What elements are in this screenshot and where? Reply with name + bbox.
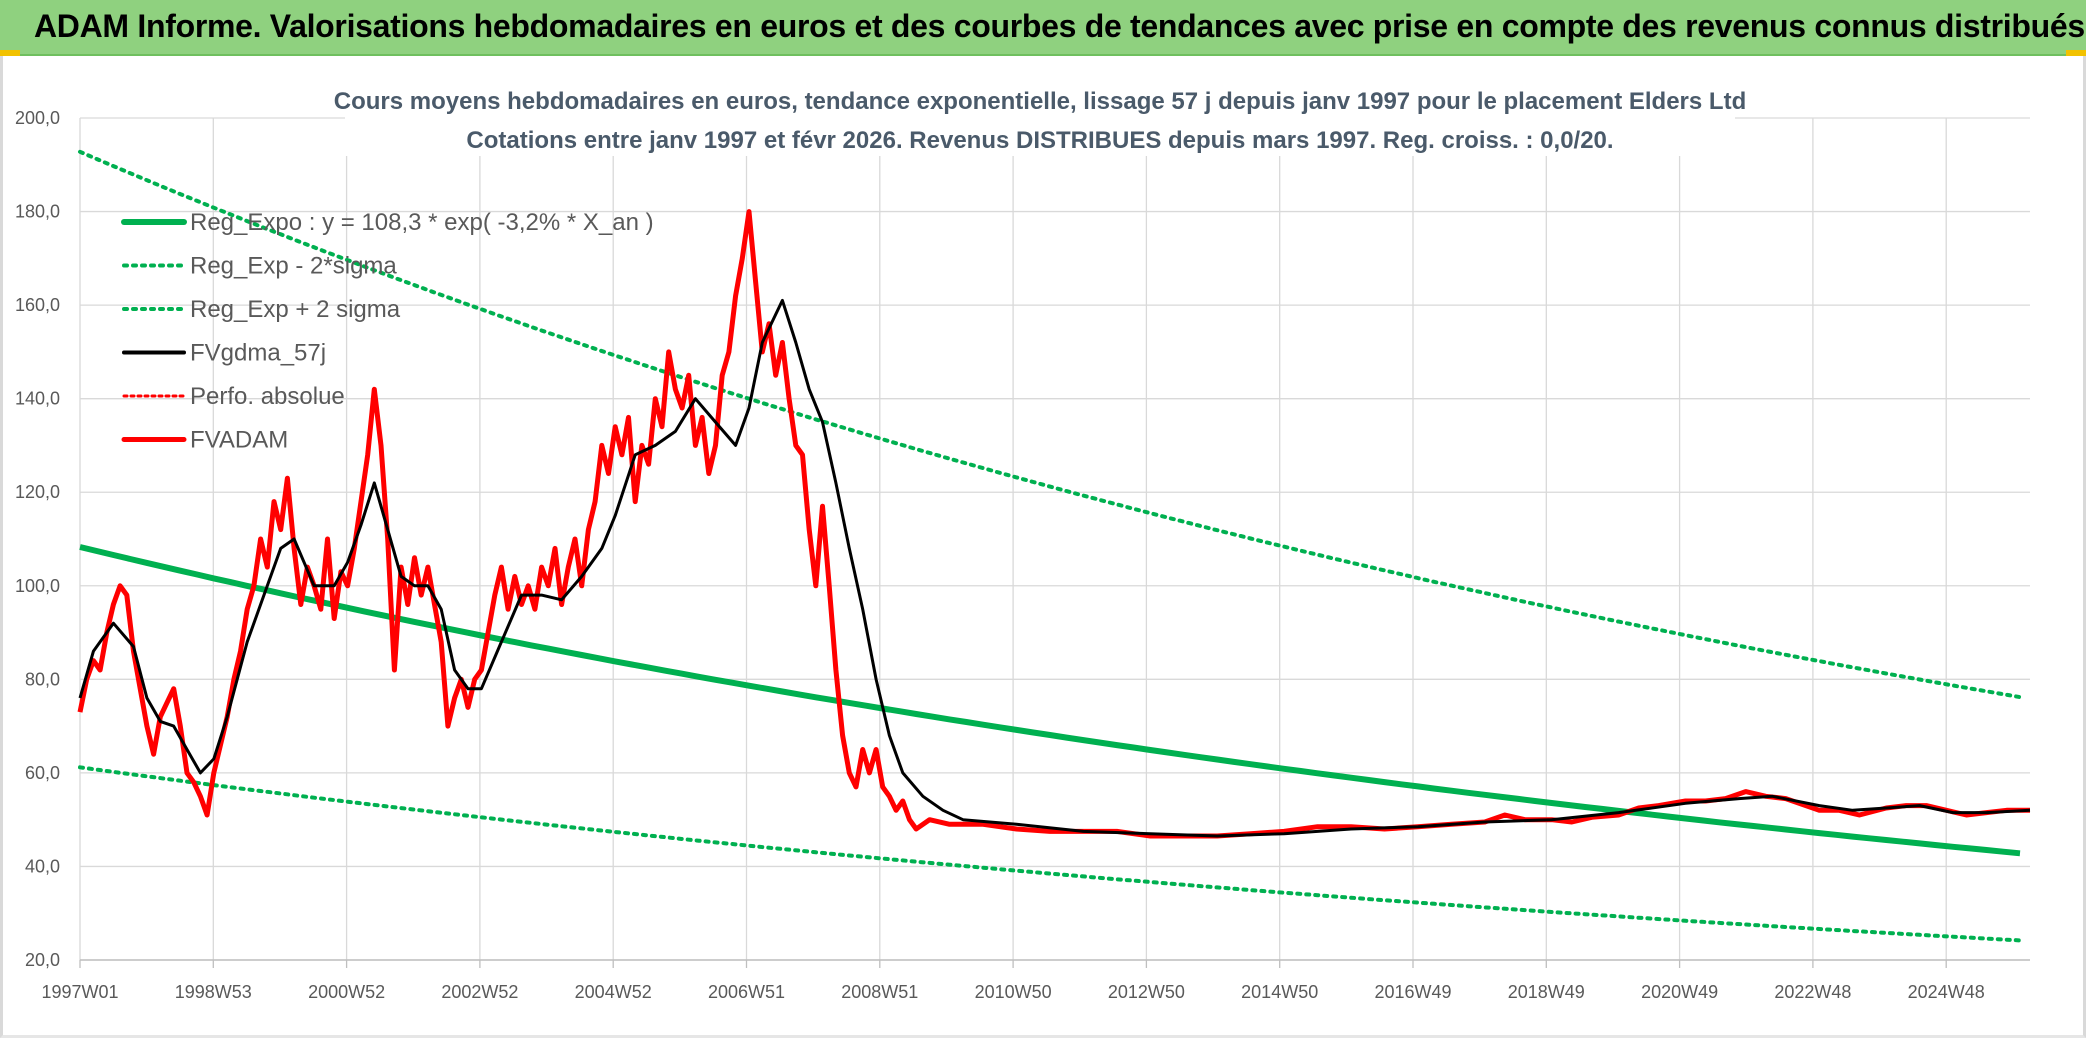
y-tick-label: 120,0 <box>15 482 60 502</box>
y-tick-label: 100,0 <box>15 576 60 596</box>
x-axis-ticks: 1997W01 1998W53 2000W52 2002W52 2004W52 2006W… <box>41 982 1984 1002</box>
series-reg-exp-minus-2-sigma <box>78 765 2022 943</box>
y-tick-label: 40,0 <box>25 856 60 876</box>
legend-entry-label: Reg_Exp + 2 sigma <box>190 296 401 323</box>
chart-frame <box>0 56 2086 1038</box>
x-tick-label: 2004W52 <box>575 982 652 1002</box>
x-tick-label: 2006W51 <box>708 982 785 1002</box>
x-tick-label: 2014W50 <box>1241 982 1318 1002</box>
x-tick-label: 2000W52 <box>308 982 385 1002</box>
report-banner: ADAM Informe. Valorisations hebdomadaire… <box>0 0 2086 56</box>
y-tick-label: 20,0 <box>25 950 60 970</box>
corner-marker-left <box>0 50 20 56</box>
corner-marker-right <box>2066 50 2086 56</box>
legend-entry-label: Perfo. absolue <box>190 383 345 410</box>
series-fvgdma-57j <box>78 298 2031 838</box>
x-tick-label: 2012W50 <box>1108 982 1185 1002</box>
x-tick-label: 1998W53 <box>175 982 252 1002</box>
title-background <box>345 82 1735 156</box>
x-tick-label: 2010W50 <box>975 982 1052 1002</box>
y-axis-ticks: 20,0 40,0 60,0 80,0 100,0 120,0 140,0 160,0 180,… <box>15 108 60 970</box>
legend-entry-label: Reg_Exp - 2*sigma <box>190 253 397 280</box>
legend-entry-label: FVgdma_57j <box>190 340 326 367</box>
x-tick-label: 1997W01 <box>41 982 118 1002</box>
series-reg-expo <box>79 544 2021 857</box>
x-tick-label: 2008W51 <box>841 982 918 1002</box>
series-reg-exp-plus-2-sigma <box>78 149 2022 700</box>
y-tick-label: 140,0 <box>15 389 60 409</box>
legend-entry-label: Reg_Expo : y = 108,3 * exp( -3,2% * X_an… <box>190 209 654 236</box>
chart-title: Cours moyens hebdomadaires en euros, ten… <box>334 88 1746 115</box>
y-tick-label: 80,0 <box>25 669 60 689</box>
legend-entry-label: FVADAM <box>190 427 288 454</box>
x-tick-label: 2016W49 <box>1374 982 1451 1002</box>
chart-series <box>77 149 2031 943</box>
y-tick-label: 160,0 <box>15 295 60 315</box>
x-tick-label: 2018W49 <box>1508 982 1585 1002</box>
y-tick-label: 60,0 <box>25 763 60 783</box>
x-tick-label: 2020W49 <box>1641 982 1718 1002</box>
x-tick-label: 2024W48 <box>1908 982 1985 1002</box>
report-title: ADAM Informe. Valorisations hebdomadaire… <box>34 8 2085 44</box>
y-tick-label: 180,0 <box>15 202 60 222</box>
y-tick-label: 200,0 <box>15 108 60 128</box>
x-tick-label: 2022W48 <box>1774 982 1851 1002</box>
chart-grid <box>79 117 2030 968</box>
chart-legend: Reg_Expo : y = 108,3 * exp( -3,2% * X_an… <box>121 209 654 454</box>
x-tick-label: 2002W52 <box>441 982 518 1002</box>
chart-subtitle: Cotations entre janv 1997 et févr 2026. … <box>466 127 1613 154</box>
